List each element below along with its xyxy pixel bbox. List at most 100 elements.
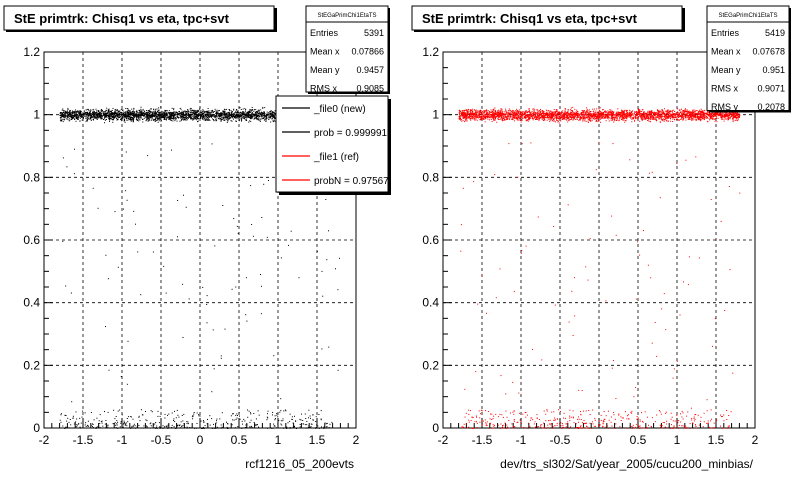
data-point xyxy=(207,117,209,119)
data-point xyxy=(146,115,148,117)
data-point xyxy=(122,424,124,426)
data-point xyxy=(213,119,214,121)
data-point xyxy=(122,116,124,118)
data-point xyxy=(153,112,155,114)
data-point xyxy=(239,415,240,417)
data-point xyxy=(222,205,224,206)
data-point xyxy=(224,118,226,120)
data-point xyxy=(260,313,262,315)
data-point xyxy=(210,112,212,114)
stats-row-label: Mean y xyxy=(310,65,340,75)
data-point xyxy=(508,112,510,114)
data-point xyxy=(115,113,117,115)
chart-0-plot: -2 -1.5 -1 -0.5 0 0.5 1 1.5 200.20.40.60.811.2rc… xyxy=(23,5,391,471)
data-point xyxy=(706,112,708,114)
data-point xyxy=(208,116,210,118)
data-point xyxy=(150,116,152,118)
data-point xyxy=(574,116,575,118)
data-point xyxy=(126,383,128,385)
data-point xyxy=(192,113,194,115)
data-point xyxy=(179,424,181,426)
data-point xyxy=(209,114,211,116)
data-point xyxy=(207,119,209,121)
data-point xyxy=(76,110,78,112)
data-point xyxy=(211,115,213,117)
data-point xyxy=(247,114,249,116)
data-point xyxy=(251,112,253,114)
data-point xyxy=(96,426,98,428)
right-chart-title: StE primtrk: Chisq1 vs eta, tpc+svt xyxy=(422,11,638,26)
y-tick-label: 0.6 xyxy=(23,233,40,247)
data-point xyxy=(136,110,138,112)
data-point xyxy=(228,111,230,113)
data-point xyxy=(251,117,253,119)
data-point xyxy=(176,111,178,113)
data-point xyxy=(237,232,239,234)
data-point xyxy=(115,424,117,426)
data-point xyxy=(106,113,108,115)
data-point xyxy=(268,116,270,118)
data-point xyxy=(225,117,227,119)
data-point xyxy=(479,113,481,115)
data-point xyxy=(229,110,231,112)
data-point xyxy=(245,114,247,116)
data-point xyxy=(230,427,232,429)
data-point xyxy=(317,425,319,427)
data-point xyxy=(150,410,152,412)
legend-entry-label: _file1 (ref) xyxy=(313,152,359,163)
data-point xyxy=(195,112,197,114)
data-point xyxy=(157,121,159,123)
data-point xyxy=(68,113,70,115)
data-point xyxy=(95,427,97,429)
data-point xyxy=(218,427,220,429)
data-point xyxy=(92,111,94,113)
data-point xyxy=(218,110,220,112)
data-point xyxy=(207,426,209,428)
data-point xyxy=(128,117,130,119)
data-point xyxy=(206,112,208,114)
data-point xyxy=(108,111,110,113)
data-point xyxy=(522,111,524,113)
data-point xyxy=(75,120,77,122)
data-point xyxy=(495,117,497,119)
data-point xyxy=(216,109,218,111)
data-point xyxy=(267,113,269,115)
data-point xyxy=(218,114,220,116)
x-tick-label: 0.5 xyxy=(630,433,647,447)
data-point xyxy=(272,427,274,429)
data-point xyxy=(634,114,636,116)
data-point xyxy=(64,117,66,119)
data-point xyxy=(214,116,216,118)
data-point xyxy=(111,113,113,115)
data-point xyxy=(222,117,224,119)
data-point xyxy=(138,118,140,120)
data-point xyxy=(173,114,175,116)
data-point xyxy=(98,116,99,118)
data-point xyxy=(181,425,183,427)
data-point xyxy=(271,116,273,117)
data-point xyxy=(237,116,239,118)
data-point xyxy=(221,113,223,115)
data-point xyxy=(190,117,192,119)
data-point xyxy=(202,426,204,428)
data-point xyxy=(135,223,136,225)
data-point xyxy=(72,112,74,114)
data-point xyxy=(485,118,487,119)
data-point xyxy=(665,110,667,112)
right-chart-panel: StE primtrk: Chisq1 vs eta, tpc+svt xyxy=(411,5,685,32)
data-point xyxy=(236,116,238,118)
data-point xyxy=(257,118,259,120)
data-point xyxy=(199,116,201,118)
data-point xyxy=(499,111,501,113)
data-point xyxy=(120,422,122,424)
data-point xyxy=(499,111,501,113)
data-point xyxy=(190,110,192,111)
data-point xyxy=(222,424,224,426)
data-point xyxy=(107,427,109,429)
data-point xyxy=(188,116,190,118)
data-point xyxy=(78,112,80,114)
data-point xyxy=(67,113,69,115)
data-point xyxy=(80,427,82,429)
data-point xyxy=(156,117,158,119)
